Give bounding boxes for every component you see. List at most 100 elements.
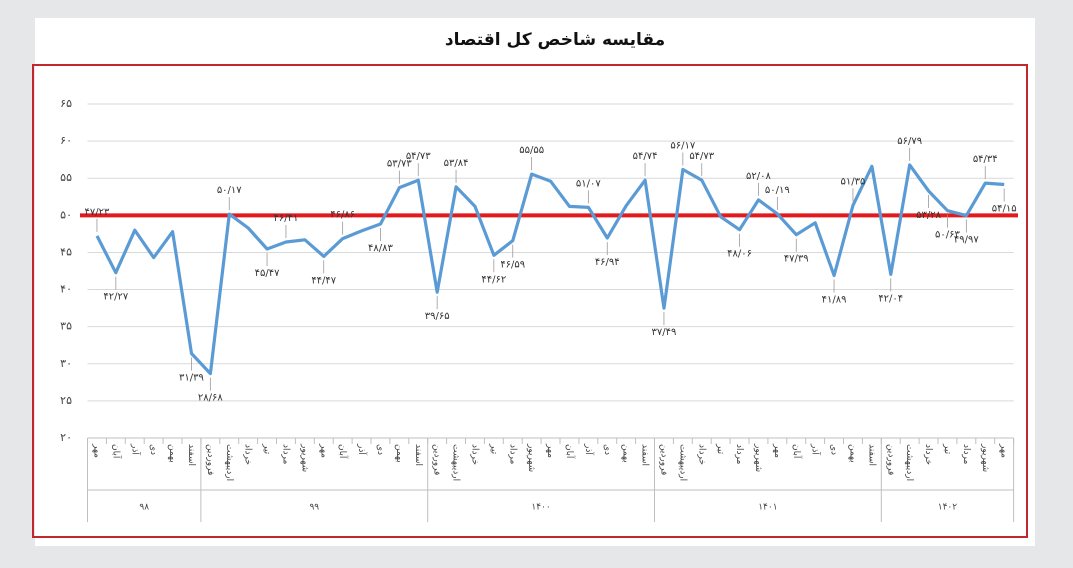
card (35, 18, 1035, 546)
x-tick-label: شهریور (753, 443, 763, 472)
y-tick-label: ۶۵ (60, 97, 72, 110)
x-tick-label: شهریور (526, 443, 536, 472)
x-tick-label: شهریور (299, 443, 309, 472)
x-tick-label: تیر (715, 443, 725, 455)
data-label: ۵۰/۱۷ (217, 185, 242, 196)
x-tick-label: دی (602, 444, 612, 455)
data-label: ۴۶/۹۴ (595, 257, 620, 268)
data-label: ۳۷/۴۹ (652, 327, 677, 338)
chart-title: مقایسه شاخص کل اقتصاد (445, 30, 665, 50)
x-tick-label: تیر (262, 443, 272, 455)
x-tick-label: فروردین (658, 444, 668, 475)
x-tick-label: آذر (356, 443, 368, 455)
x-tick-label: آبان (110, 444, 122, 459)
data-label: ۴۸/۰۶ (727, 249, 752, 260)
x-tick-label: آذر (129, 443, 141, 455)
x-tick-label: اسفند (866, 444, 876, 466)
group-label: ۹۹ (309, 503, 319, 513)
x-tick-label: مهر (545, 443, 555, 458)
data-label: ۵۶/۷۹ (897, 136, 922, 147)
x-tick-label: آبان (337, 444, 349, 459)
data-label: ۵۳/۷۳ (387, 159, 412, 170)
data-label: ۵۴/۳۴ (973, 154, 998, 165)
x-tick-label: بهمن (847, 444, 857, 463)
x-tick-label: دی (829, 444, 839, 455)
data-label: ۵۵/۵۵ (519, 145, 544, 156)
data-label: ۴۴/۴۷ (311, 275, 336, 286)
x-tick-label: بهمن (167, 444, 177, 463)
group-label: ۱۴۰۰ (531, 503, 550, 513)
x-tick-label: آبان (564, 444, 576, 459)
y-tick-label: ۳۰ (60, 357, 72, 370)
x-tick-label: فروردین (885, 444, 895, 475)
data-label: ۴۶/۸۶ (330, 210, 355, 221)
x-tick-label: بهمن (394, 444, 404, 463)
x-tick-label: مرداد (734, 444, 744, 464)
data-label: ۵۰/۱۹ (765, 185, 790, 196)
x-tick-label: اسفند (640, 444, 650, 466)
data-label: ۵۴/۷۴ (633, 151, 658, 162)
data-label: ۵۶/۱۷ (670, 141, 695, 152)
data-label: ۴۶/۴۱ (274, 213, 299, 224)
group-label: ۱۴۰۲ (938, 503, 958, 513)
group-label: ۹۸ (139, 503, 149, 513)
series-line (95, 163, 1005, 376)
data-label: ۵۳/۲۸ (916, 210, 941, 221)
x-tick-label: خرداد (243, 444, 253, 465)
x-tick-label: مرداد (961, 444, 971, 464)
x-tick-label: شهریور (980, 443, 990, 472)
x-tick-label: اردیبهشت (224, 444, 234, 481)
y-tick-label: ۳۵ (60, 320, 72, 333)
y-tick-label: ۵۵ (60, 171, 72, 184)
data-label: ۴۹/۹۷ (954, 235, 979, 246)
x-tick-label: مرداد (507, 444, 517, 464)
data-label: ۴۷/۳۹ (784, 254, 809, 265)
data-label: ۴۷/۲۳ (85, 207, 110, 218)
data-label: ۴۸/۸۳ (368, 243, 393, 254)
x-tick-label: آبان (791, 444, 803, 459)
data-label: ۳۹/۶۵ (425, 311, 450, 322)
data-label: ۵۰/۶۳ (935, 230, 960, 241)
x-tick-label: تیر (488, 443, 498, 455)
data-label: ۵۲/۰۸ (746, 171, 771, 182)
data-label: ۵۴/۷۳ (689, 151, 714, 162)
y-tick-label: ۲۵ (60, 394, 72, 407)
data-label: ۵۴/۷۳ (406, 151, 431, 162)
y-tick-label: ۵۰ (60, 208, 72, 221)
x-tick-label: اسفند (186, 444, 196, 466)
x-tick-label: مهر (91, 443, 101, 458)
y-tick-label: ۴۰ (60, 283, 72, 296)
data-label: ۴۲/۰۴ (878, 293, 903, 304)
x-tick-label: خرداد (696, 444, 706, 465)
data-label: ۳۱/۳۹ (179, 372, 204, 383)
x-tick-label: دی (375, 444, 385, 455)
x-tick-label: مرداد (280, 444, 290, 464)
x-tick-label: خرداد (469, 444, 479, 465)
x-tick-label: تیر (942, 443, 952, 455)
x-tick-label: خرداد (923, 444, 933, 465)
data-label: ۴۱/۸۹ (822, 295, 847, 306)
chart-border (32, 64, 1028, 538)
x-tick-label: فروردین (205, 444, 215, 475)
data-label: ۵۴/۱۵ (992, 204, 1017, 215)
x-tick-label: اسفند (413, 444, 423, 466)
data-label: ۴۵/۴۷ (255, 268, 280, 279)
data-label: ۵۱/۰۷ (576, 178, 601, 189)
x-tick-label: دی (148, 444, 158, 455)
x-tick-label: مهر (318, 443, 328, 458)
y-tick-label: ۶۰ (60, 134, 72, 147)
data-label: ۵۳/۸۴ (444, 158, 469, 169)
data-label: ۴۲/۲۷ (103, 292, 128, 303)
y-tick-label: ۲۰ (60, 431, 72, 444)
group-label: ۱۴۰۱ (758, 503, 777, 513)
x-tick-label: فروردین (432, 444, 442, 475)
x-tick-label: اردیبهشت (451, 444, 461, 481)
x-tick-label: اردیبهشت (904, 444, 914, 481)
data-label: ۲۸/۶۸ (198, 393, 223, 404)
data-label: ۵۱/۳۵ (841, 176, 866, 187)
y-tick-label: ۴۵ (60, 245, 72, 258)
data-label: ۴۶/۵۹ (500, 260, 525, 271)
x-tick-label: مهر (999, 443, 1009, 458)
